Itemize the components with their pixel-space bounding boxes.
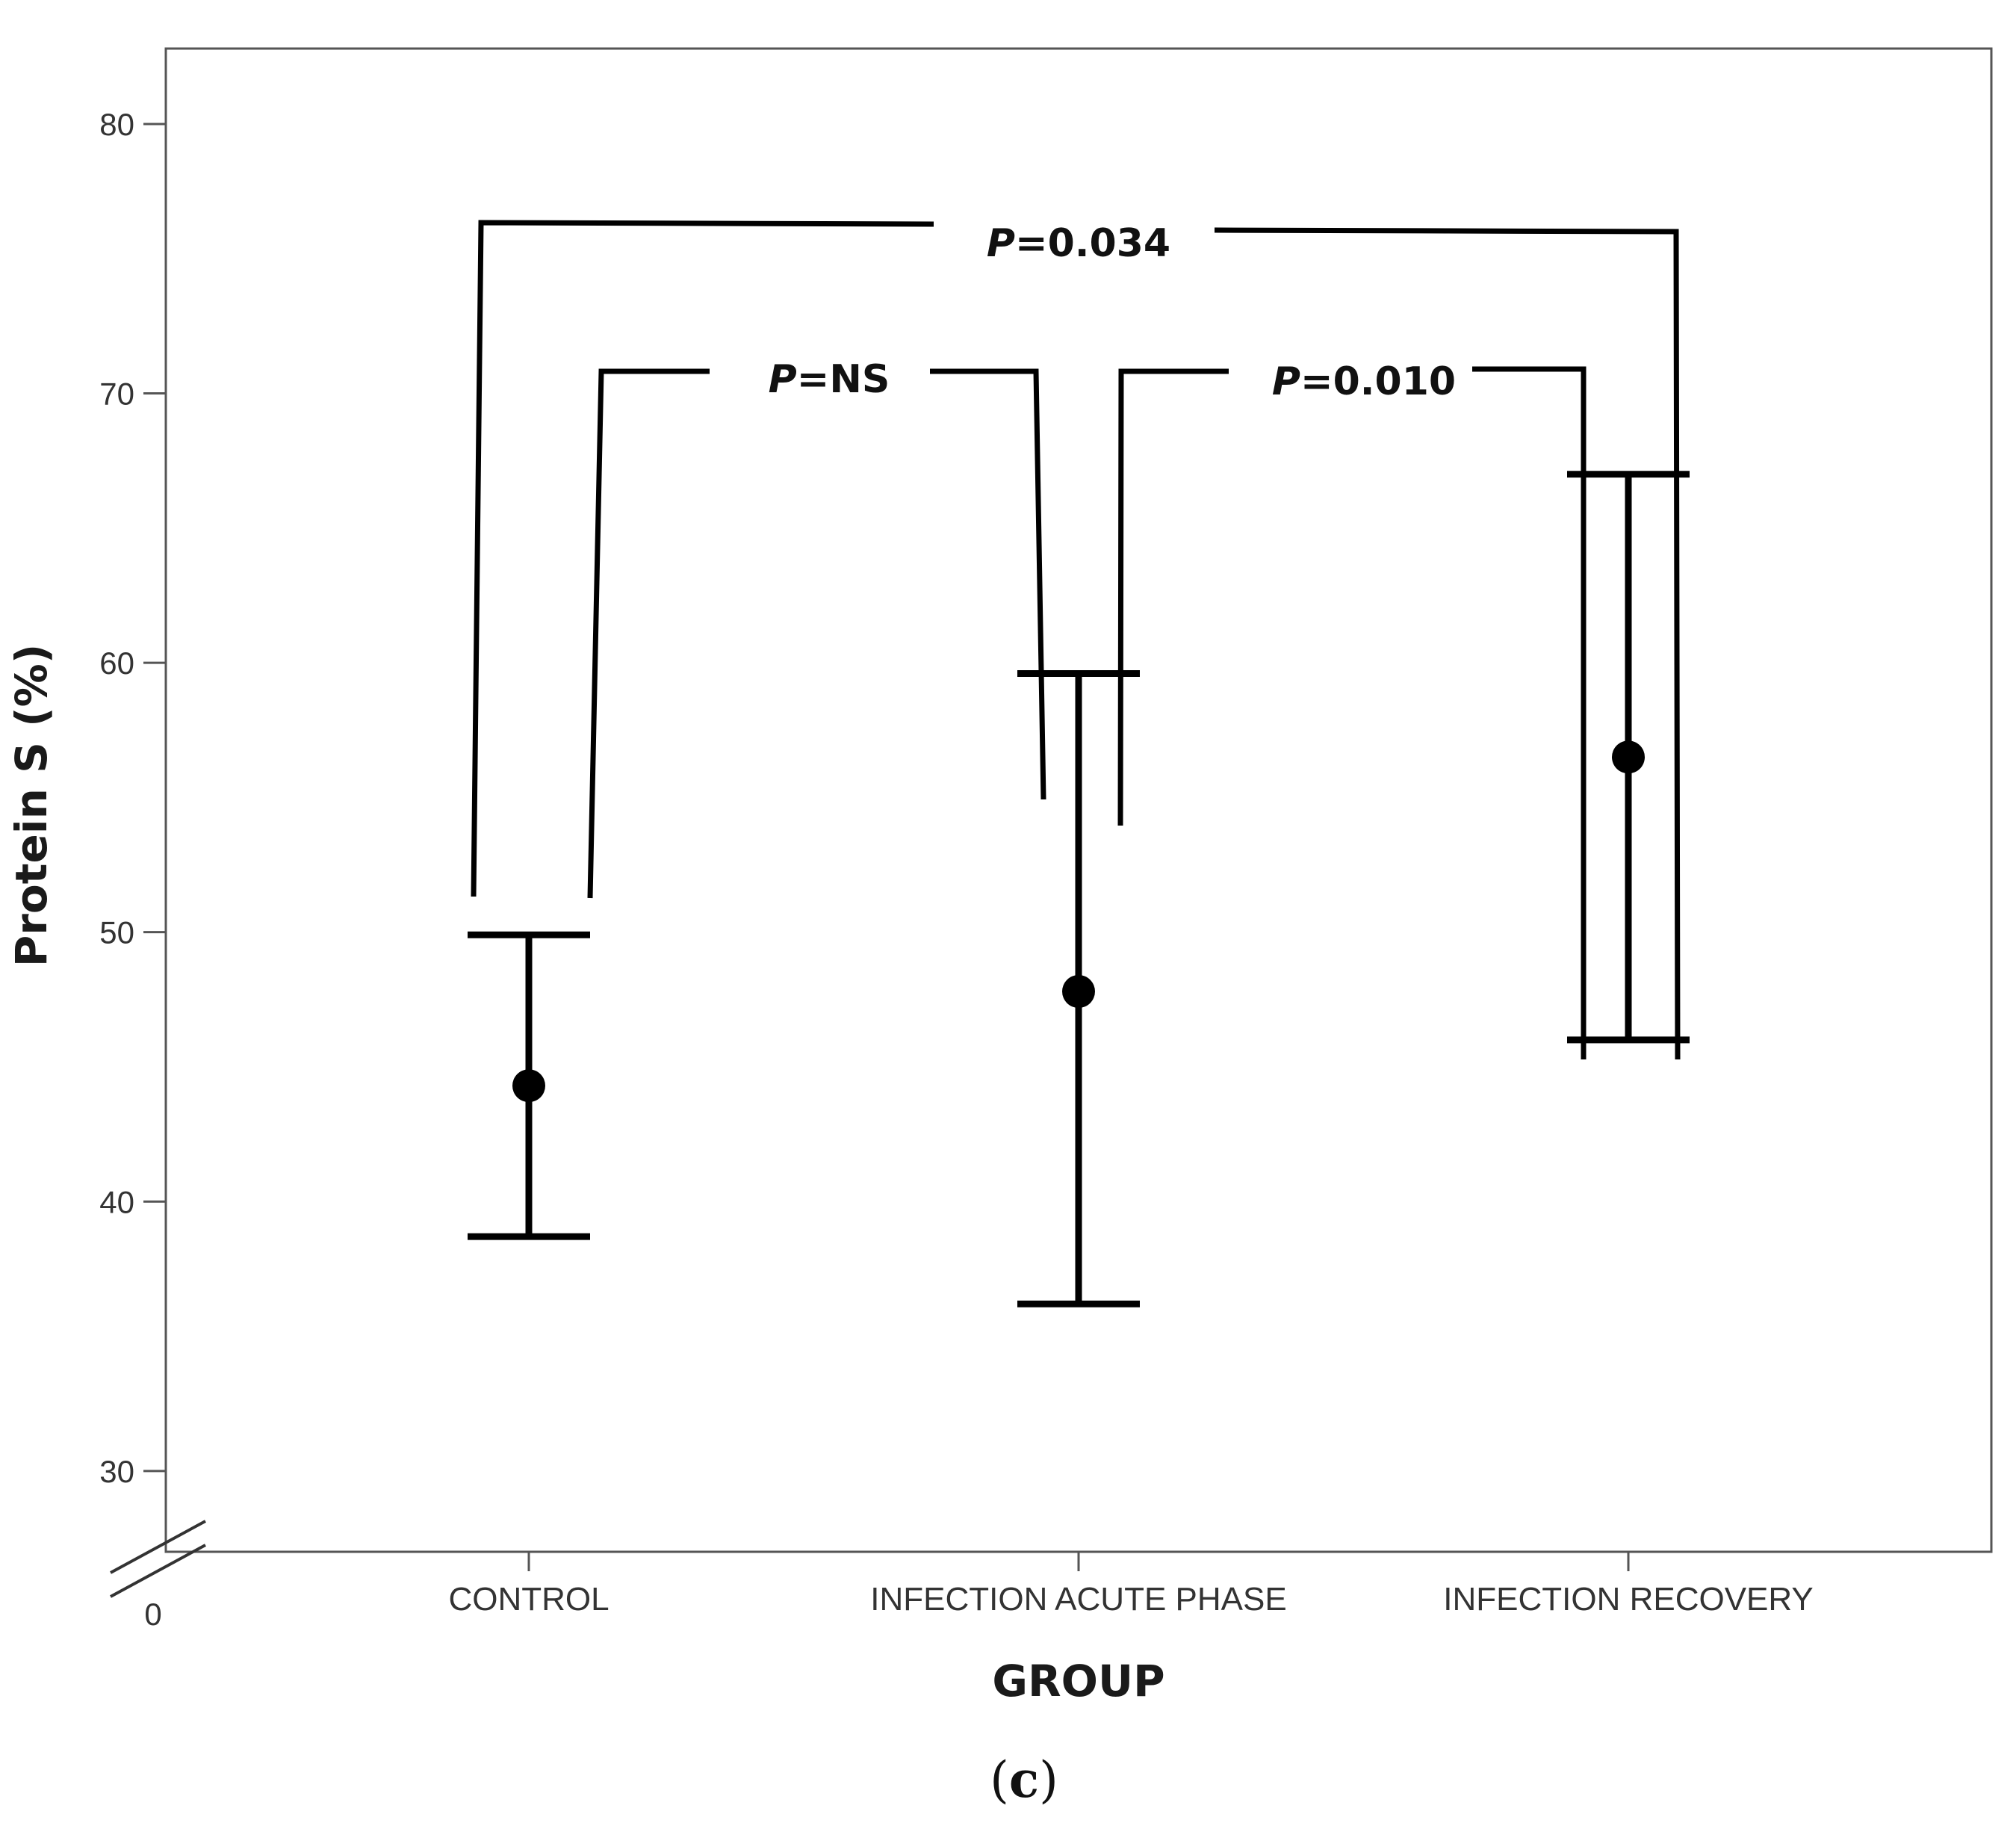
panel-caption: (c) (990, 1751, 1058, 1809)
y-tick-label: 30 (99, 1454, 134, 1489)
y-tick-label: 40 (99, 1184, 134, 1219)
x-axis-ticks: CONTROL INFECTION ACUTE PHASE INFECTION RE… (448, 1552, 1814, 1618)
p-symbol: P (987, 221, 1015, 266)
significance-bracket-right (930, 368, 1046, 800)
caption-letter: c (1009, 1751, 1039, 1809)
caption-close-paren: ) (1039, 1751, 1058, 1809)
p-symbol: P (1272, 359, 1300, 404)
significance-bracket-right (1472, 366, 1587, 1059)
p-value: =0.034 (1015, 221, 1170, 266)
significance-bracket-left (1117, 368, 1229, 826)
y-axis-ticks: 30 40 50 60 70 80 (99, 107, 166, 1489)
y-tick-label: 50 (99, 915, 134, 950)
x-tick-label: CONTROL (448, 1581, 609, 1618)
y-tick-label: 80 (99, 107, 134, 142)
mean-point (1612, 740, 1645, 774)
y-tick-label: 60 (99, 646, 134, 681)
axis-break (110, 1520, 206, 1598)
y-axis-title: Protein S (%) (6, 644, 57, 967)
x-tick-label: INFECTION ACUTE PHASE (870, 1581, 1286, 1618)
x-tick-label: INFECTION RECOVERY (1443, 1581, 1813, 1618)
p-value-label: P=0.010 (1272, 359, 1456, 404)
p-symbol: P (769, 357, 797, 402)
p-value-label: P=0.034 (987, 221, 1170, 266)
p-value: =NS (797, 357, 890, 402)
axis-break-label: 0 (144, 1597, 161, 1632)
significance-bracket-left (471, 220, 934, 897)
significance-bracket-left (587, 368, 710, 899)
x-axis-title: GROUP (992, 1656, 1164, 1706)
mean-point (1062, 975, 1095, 1009)
p-value-label: P=NS (769, 357, 890, 402)
significance-bracket-right (1214, 227, 1681, 1060)
mean-point (512, 1069, 545, 1103)
p-value: =0.010 (1300, 359, 1456, 404)
error-bars (468, 471, 1690, 1307)
y-tick-label: 70 (99, 377, 134, 412)
caption-open-paren: ( (990, 1751, 1009, 1809)
